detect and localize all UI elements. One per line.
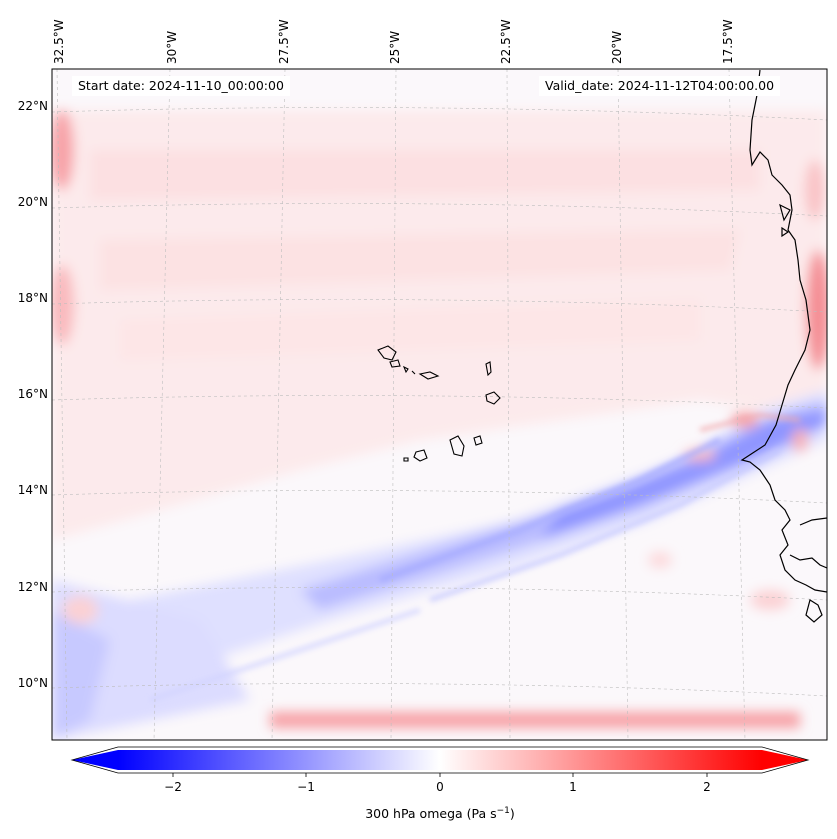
lon-label: 30°W — [165, 30, 179, 64]
colorbar-tick-label: 1 — [569, 780, 577, 794]
omega-field — [52, 69, 827, 740]
lon-label: 32.5°W — [52, 19, 66, 64]
colorbar — [70, 746, 810, 777]
lat-label: 12°N — [17, 580, 48, 594]
colorbar-label-exponent: −1 — [496, 806, 510, 816]
start-date-label: Start date: 2024-11-10_00:00:00 — [72, 76, 290, 96]
lat-label: 20°N — [17, 195, 48, 209]
lat-label: 10°N — [17, 676, 48, 690]
valid-date-label: Valid_date: 2024-11-12T04:00:00.00 — [539, 76, 781, 96]
colorbar-label-close: ) — [509, 806, 515, 822]
colorbar-tick-label: −2 — [164, 780, 182, 794]
lon-label: 20°W — [610, 30, 624, 64]
colorbar-label-text: 300 hPa omega (Pa s — [365, 806, 497, 822]
map-frame — [51, 68, 828, 741]
lon-label: 22.5°W — [499, 19, 513, 64]
lat-label: 18°N — [17, 291, 48, 305]
colorbar-tick-label: −1 — [297, 780, 315, 794]
colorbar-tick-label: 2 — [703, 780, 711, 794]
lon-label: 25°W — [388, 30, 402, 64]
graticule — [52, 69, 827, 740]
lon-label: 27.5°W — [277, 19, 291, 64]
cape-verde-islands — [377, 345, 501, 462]
lat-label: 16°N — [17, 387, 48, 401]
lat-label: 22°N — [17, 99, 48, 113]
colorbar-tick-label: 0 — [436, 780, 444, 794]
coastline — [740, 69, 827, 623]
colorbar-label: 300 hPa omega (Pa s−1) — [0, 806, 837, 821]
lat-label: 14°N — [17, 483, 48, 497]
lon-label: 17.5°W — [721, 19, 735, 64]
